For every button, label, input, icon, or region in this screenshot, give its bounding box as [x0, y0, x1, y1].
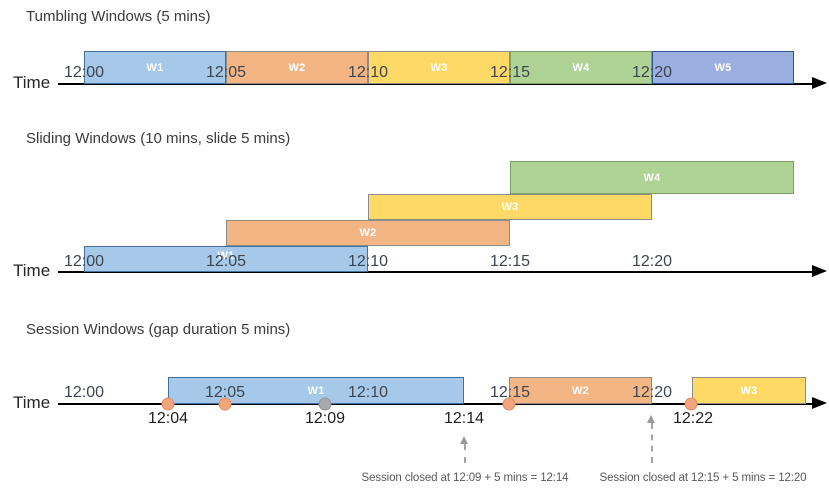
window-label: W1 — [307, 384, 325, 397]
session-event-dot — [218, 397, 232, 411]
session-event-dot — [502, 397, 516, 411]
session-event-dot — [161, 397, 175, 411]
window-label: W2 — [288, 61, 306, 74]
session-event-dot — [684, 397, 698, 411]
session-event-time-label: 12:04 — [147, 410, 189, 427]
tumbling-window-w4: W4 — [510, 51, 652, 84]
tumbling-window-w2: W2 — [226, 51, 368, 84]
window-label: W3 — [430, 61, 448, 74]
session-event-time-label: 12:22 — [672, 410, 714, 427]
session-tick-label: 12:10 — [347, 384, 389, 401]
session-tick-label: 12:15 — [489, 384, 531, 401]
session-tick-label: 12:20 — [631, 384, 673, 401]
sliding-tick-label: 12:10 — [347, 253, 389, 270]
tumbling-time-axis-label: Time — [13, 73, 51, 92]
session-axis-arrowhead-icon — [812, 397, 827, 409]
tumbling-window-w1: W1 — [84, 51, 226, 84]
session-tick-label: 12:00 — [63, 384, 105, 401]
session-event-time-label: 12:09 — [304, 410, 346, 427]
tumbling-tick-label: 12:10 — [347, 64, 389, 81]
window-label: W1 — [146, 61, 164, 74]
sliding-time-axis-label: Time — [13, 261, 51, 280]
tumbling-window-w5: W5 — [652, 51, 794, 84]
session-annotation-arrow-line — [651, 423, 653, 463]
sliding-title: Sliding Windows (10 mins, slide 5 mins) — [26, 130, 291, 147]
sliding-axis-arrowhead-icon — [812, 265, 827, 277]
session-annotation-text: Session closed at 12:09 + 5 mins = 12:14 — [361, 472, 569, 484]
session-tick-label: 12:05 — [204, 384, 246, 401]
session-window-w1: W1 — [168, 377, 464, 404]
session-time-axis — [58, 403, 812, 405]
tumbling-tick-label: 12:20 — [631, 64, 673, 81]
session-window-w3: W3 — [692, 377, 806, 404]
session-title: Session Windows (gap duration 5 mins) — [26, 321, 291, 338]
session-event-dot — [318, 397, 332, 411]
sliding-tick-label: 12:20 — [631, 253, 673, 270]
sliding-tick-label: 12:05 — [205, 253, 247, 270]
window-label: W3 — [501, 201, 519, 213]
tumbling-title: Tumbling Windows (5 mins) — [26, 8, 211, 25]
session-time-axis-label: Time — [13, 393, 51, 412]
sliding-window-w3: W3 — [368, 194, 652, 220]
sliding-time-axis — [58, 271, 812, 273]
window-label: W5 — [714, 61, 732, 74]
sliding-tick-label: 12:15 — [489, 253, 531, 270]
sliding-window-w2: W2 — [226, 220, 510, 246]
tumbling-tick-label: 12:00 — [63, 64, 105, 81]
window-label: W4 — [643, 171, 661, 184]
window-label: W4 — [572, 61, 590, 74]
sliding-window-w1: W1 — [84, 246, 368, 272]
session-annotation-text: Session closed at 12:15 + 5 mins = 12:20 — [599, 472, 807, 484]
session-event-time-label: 12:14 — [443, 410, 485, 427]
window-label: W1 — [217, 250, 235, 262]
window-label: W2 — [571, 384, 590, 397]
sliding-tick-label: 12:00 — [63, 253, 105, 270]
tumbling-tick-label: 12:05 — [205, 64, 247, 81]
window-label: W3 — [740, 384, 758, 397]
session-annotation-arrowhead-icon — [460, 436, 468, 444]
tumbling-axis-arrowhead-icon — [812, 77, 827, 89]
tumbling-time-axis — [58, 83, 812, 85]
window-label: W2 — [359, 227, 377, 239]
tumbling-window-w3: W3 — [368, 51, 510, 84]
tumbling-tick-label: 12:15 — [489, 64, 531, 81]
sliding-window-w4: W4 — [510, 161, 794, 194]
session-annotation-arrow-line — [464, 444, 466, 463]
session-annotation-arrowhead-icon — [647, 415, 655, 423]
session-window-w2: W2 — [509, 377, 652, 404]
